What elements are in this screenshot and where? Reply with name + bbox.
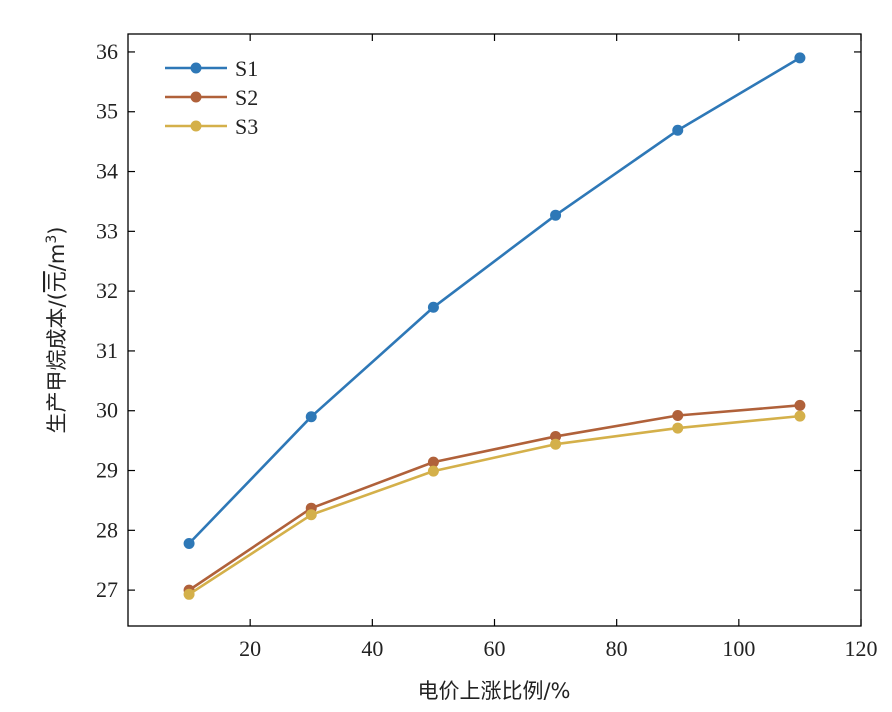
data-point-s3 (305, 509, 317, 521)
y-axis-title: 生产甲烷成本/(元/m3) (44, 227, 69, 434)
x-tick-label: 20 (239, 636, 261, 661)
y-tick-label: 28 (96, 517, 118, 542)
legend-label-s1: S1 (235, 56, 258, 81)
x-tick-label: 100 (722, 636, 755, 661)
data-point-s1 (672, 124, 684, 136)
y-tick-label: 27 (96, 577, 118, 602)
data-point-s1 (794, 52, 806, 64)
y-axis-title-prefix: 生产甲烷成本/( (45, 292, 69, 433)
series-layer (183, 52, 806, 600)
y-tick-label: 33 (96, 218, 118, 243)
data-point-s3 (550, 438, 562, 450)
series-line-s1 (188, 56, 801, 545)
y-tick-label: 30 (96, 398, 118, 423)
data-point-s2 (427, 456, 439, 468)
legend-marker-s3 (190, 120, 202, 132)
series-line-s3 (188, 414, 801, 596)
x-tick-label: 80 (606, 636, 628, 661)
data-point-s3 (794, 410, 806, 422)
y-tick-label: 35 (96, 99, 118, 124)
y-tick-label: 36 (96, 39, 118, 64)
x-tick-label: 120 (845, 636, 878, 661)
y-tick-label: 31 (96, 338, 118, 363)
y-axis-title-sup: 3 (44, 235, 60, 244)
legend-marker-s1 (190, 62, 202, 74)
data-point-s3 (183, 588, 195, 600)
legend-label-s2: S2 (235, 85, 258, 110)
y-axis-title-unit-slash: /m (45, 244, 69, 272)
x-tick-label: 60 (484, 636, 506, 661)
data-point-s1 (550, 209, 562, 221)
y-axis-title-suffix: ) (45, 227, 69, 235)
series-line-s2 (188, 404, 801, 592)
data-point-s3 (672, 422, 684, 434)
x-axis-title: 电价上涨比例/% (417, 679, 570, 703)
x-tick-label: 40 (361, 636, 383, 661)
y-tick-label: 29 (96, 458, 118, 483)
data-point-s3 (427, 465, 439, 477)
data-point-s2 (550, 430, 562, 442)
y-tick-label: 32 (96, 278, 118, 303)
data-point-s1 (183, 537, 195, 549)
data-point-s1 (427, 301, 439, 313)
data-point-s1 (305, 411, 317, 423)
data-point-s2 (672, 410, 684, 422)
y-axis-title-unit-bar: 元 (45, 271, 69, 292)
legend-marker-s2 (190, 91, 202, 103)
legend-label-s3: S3 (235, 114, 258, 139)
legend: S1 S2 S3 (165, 56, 258, 139)
axis-ticks: 20 40 60 80 100 120 27 28 29 30 31 32 33 34 35 36 (96, 34, 878, 661)
data-point-s2 (794, 399, 806, 411)
y-tick-label: 34 (96, 159, 118, 184)
